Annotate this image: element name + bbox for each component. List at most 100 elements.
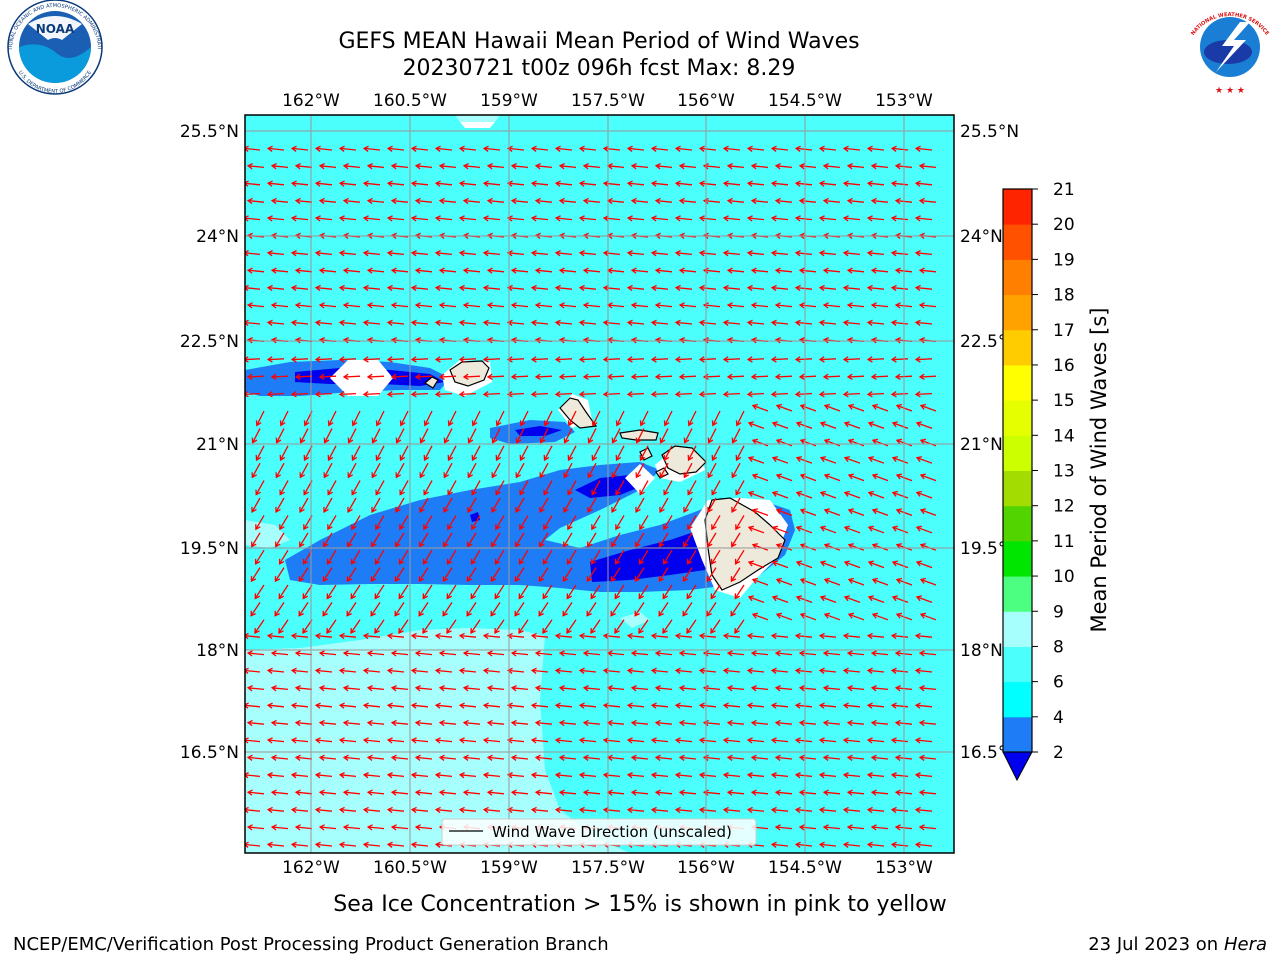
wind-arrow — [434, 215, 453, 222]
wind-arrow — [419, 532, 429, 548]
wind-arrow — [554, 284, 573, 292]
x-tick-label: 156°W — [677, 91, 735, 111]
wind-arrow — [774, 754, 793, 761]
wind-arrow — [842, 215, 861, 222]
wind-arrow — [866, 841, 885, 848]
y-tick-label: 24°N — [196, 227, 239, 247]
wind-arrow — [554, 806, 573, 814]
colorbar-tick-label: 8 — [1053, 637, 1064, 657]
wind-arrow — [746, 772, 765, 779]
x-tick-label: 154.5°W — [768, 91, 842, 111]
colorbar-tick-label: 2 — [1053, 743, 1064, 763]
wind-arrow — [270, 685, 289, 692]
wind-arrow — [266, 391, 285, 398]
wind-arrow — [250, 567, 261, 583]
wind-arrow — [558, 650, 577, 657]
wind-arrow — [770, 632, 789, 640]
wind-arrow — [870, 650, 889, 657]
wind-arrow — [386, 702, 405, 709]
wind-arrow — [891, 595, 909, 604]
wind-arrow — [375, 410, 385, 427]
wind-arrow — [770, 250, 789, 257]
wind-arrow — [654, 302, 673, 309]
wind-arrow — [338, 250, 357, 257]
wind-arrow — [362, 632, 381, 640]
wind-arrow — [518, 619, 529, 635]
wind-arrow — [890, 250, 909, 257]
y-tick-label: 21°N — [960, 435, 1003, 455]
colorbar-tick-label: 18 — [1053, 286, 1075, 306]
wind-arrow — [842, 250, 861, 257]
wind-arrow — [698, 667, 717, 674]
wind-arrow — [914, 180, 933, 187]
wind-arrow — [447, 480, 457, 496]
wind-arrow — [698, 632, 717, 640]
wind-arrow — [506, 806, 525, 814]
wind-arrow — [602, 356, 621, 363]
wind-arrow — [747, 525, 765, 534]
wind-arrow — [386, 319, 405, 326]
wind-arrow — [470, 584, 481, 600]
wind-arrow — [434, 391, 453, 398]
wind-arrow — [770, 772, 789, 779]
wind-arrow — [274, 602, 285, 617]
wind-arrow — [726, 650, 745, 657]
wind-arrow — [818, 632, 837, 640]
wind-arrow — [494, 619, 505, 635]
wind-arrow — [870, 719, 889, 727]
wind-arrow — [362, 215, 381, 222]
wind-arrow — [630, 754, 649, 761]
wind-arrow — [722, 806, 741, 814]
wind-arrow — [506, 180, 525, 187]
wind-arrow — [775, 508, 793, 517]
wind-arrow — [842, 145, 861, 152]
wind-arrow — [246, 719, 265, 727]
island-molokai — [619, 429, 659, 441]
wind-arrow — [914, 667, 933, 674]
wind-arrow — [847, 438, 865, 447]
wind-arrow — [735, 410, 745, 427]
wind-arrow — [418, 602, 429, 617]
wind-arrow — [338, 391, 357, 398]
wind-arrow — [914, 250, 933, 257]
wind-arrow — [842, 702, 861, 709]
wind-arrow — [650, 667, 669, 674]
wind-arrow — [890, 284, 909, 292]
wind-arrow — [674, 667, 693, 674]
wind-arrow — [890, 841, 909, 848]
wind-arrow — [250, 602, 261, 617]
wind-arrow — [270, 373, 289, 380]
wind-arrow — [486, 719, 505, 727]
wind-arrow — [914, 215, 933, 222]
x-tick-label: 160.5°W — [373, 91, 447, 111]
wind-arrow — [799, 438, 817, 447]
wind-arrow — [698, 356, 717, 363]
wind-arrow — [470, 549, 481, 565]
wind-arrow — [530, 391, 549, 398]
wind-arrow — [482, 319, 501, 326]
wind-arrow — [650, 180, 669, 187]
wind-arrow — [678, 789, 697, 796]
wind-arrow — [711, 515, 721, 531]
wind-arrow — [707, 532, 717, 548]
wind-arrow — [414, 685, 433, 692]
wind-arrow — [662, 584, 673, 600]
wind-arrow — [438, 163, 457, 170]
wind-arrow — [794, 250, 813, 257]
wind-arrow — [775, 577, 793, 586]
wind-arrow — [866, 737, 885, 744]
wind-arrow — [891, 456, 909, 464]
wind-arrow — [678, 650, 697, 657]
wind-arrow — [842, 772, 861, 779]
wind-arrow — [774, 824, 793, 831]
wind-arrow — [891, 490, 909, 499]
wind-arrow — [654, 163, 673, 170]
wind-arrow — [371, 462, 381, 479]
wind-arrow — [362, 145, 381, 152]
wind-arrow — [866, 356, 885, 363]
wind-arrow — [702, 754, 721, 761]
wind-arrow — [722, 391, 741, 398]
wind-arrow — [682, 567, 693, 583]
wind-arrow — [683, 497, 693, 513]
wind-arrow — [390, 163, 409, 170]
